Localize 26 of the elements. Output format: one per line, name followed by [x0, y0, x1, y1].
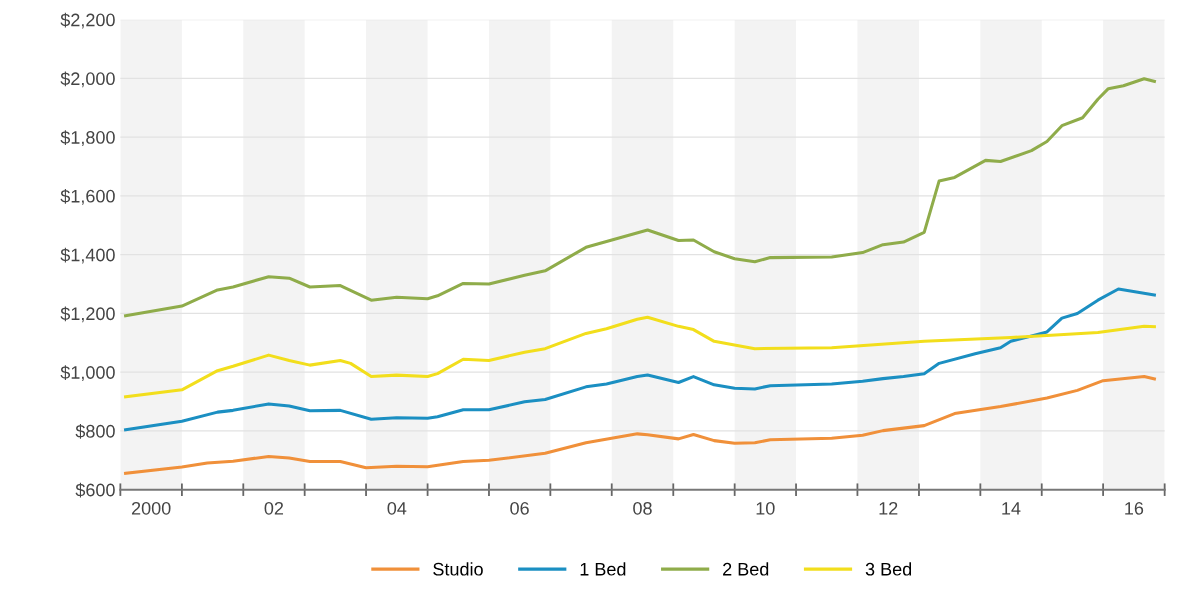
y-tick-label: $800: [75, 424, 115, 439]
x-tick-label: 14: [1002, 502, 1021, 515]
x-tick-label: 02: [264, 501, 284, 515]
line-series: [124, 315, 1156, 399]
x-tick-label: 16: [1125, 501, 1144, 515]
x-tick-label: 12: [879, 501, 898, 515]
line-series: [124, 287, 1156, 432]
y-tick-label: $1,400: [60, 247, 115, 264]
line-series: [124, 375, 1156, 475]
y-tick-label: $1,200: [60, 306, 115, 323]
legend-label: Studio: [433, 562, 483, 576]
x-tick-label: 10: [756, 501, 775, 515]
x-tick-label: 2000: [131, 501, 171, 515]
y-tick-label: $1,000: [60, 365, 115, 382]
x-tick-label: 08: [633, 501, 652, 515]
legend-label: 1 Bed: [580, 562, 626, 576]
x-tick-label: 06: [510, 501, 529, 515]
y-tick-label: $1,800: [60, 130, 115, 146]
legend-label: 2 Bed: [723, 562, 769, 576]
y-tick-label: $600: [75, 482, 115, 498]
y-tick-label: $1,600: [60, 189, 115, 205]
legend-label: 3 Bed: [865, 562, 912, 576]
y-tick-label: $2,200: [60, 12, 115, 29]
y-tick-label: $2,000: [60, 71, 115, 88]
line-series: [124, 77, 1156, 318]
x-tick-label: 04: [387, 501, 407, 515]
